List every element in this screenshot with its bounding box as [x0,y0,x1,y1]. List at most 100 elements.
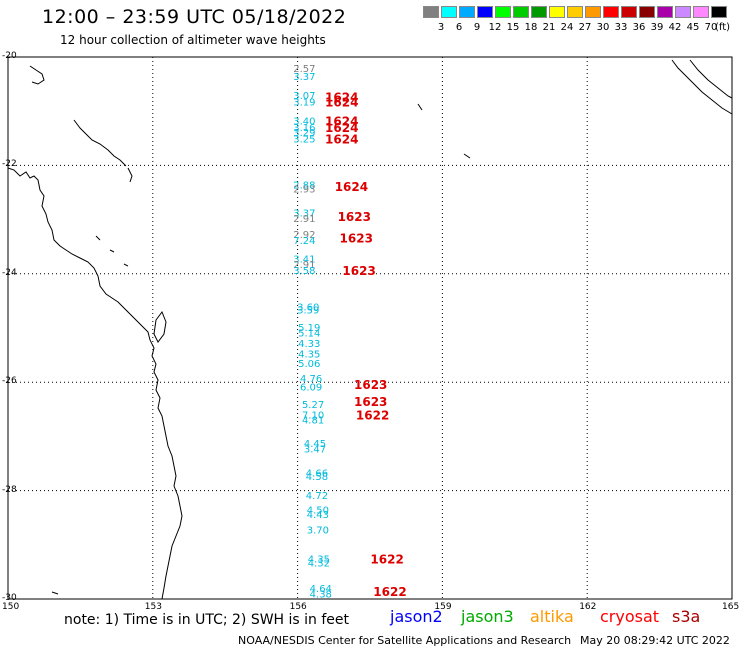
colorbar-label: 70 [704,22,718,33]
wave-height-observation: 4.45 [304,439,326,450]
wave-height-observation: 3.58 [293,266,315,277]
satellite-legend-cryosat: cryosat [600,607,660,626]
wave-height-observation: 4.76 [300,374,322,385]
pass-number-label: 1623 [340,231,373,245]
colorbar-swatch [657,6,673,18]
colorbar-unit: (ft) [715,22,731,33]
colorbar-label: 33 [614,22,628,33]
wave-height-observation: 4.58 [306,472,328,483]
colorbar-label: 42 [668,22,682,33]
reef-fragment-3 [109,249,115,253]
latitude-label: -28 [2,484,17,495]
longitude-label: 162 [579,602,597,612]
colorbar-swatch [549,6,565,18]
satellite-legend-s3a: s3a [672,607,701,626]
latitude-label: -20 [2,51,17,61]
wave-height-observation: 2.92 [293,230,315,241]
pass-number-label: 1623 [342,264,375,278]
cape-coast-fragment [73,119,127,167]
wave-height-observation: 6.09 [300,383,322,394]
wave-height-observation: 5.27 [302,400,324,411]
pass-number-label: 1622 [356,409,389,423]
reef-fragment-4 [123,263,129,267]
colorbar-label: 6 [455,22,463,33]
longitude-label: 165 [722,602,740,612]
wave-height-observation: 3.19 [293,97,315,108]
satellite-legend-jason3: jason3 [461,607,514,626]
wave-height-observation: 4.35 [298,349,320,360]
colorbar-label: 9 [473,22,481,33]
colorbar-swatch [603,6,619,18]
colorbar-swatch [675,6,691,18]
australia-coastline [7,167,183,600]
colorbar-swatch [621,6,637,18]
fraser-island-outline [153,310,167,343]
colorbar-swatch [513,6,529,18]
wave-height-observation: 5.19 [298,323,320,334]
colorbar-label: 24 [560,22,574,33]
wave-height-observation: 2.91 [293,214,315,225]
wave-height-observation: 3.41 [293,255,315,266]
wave-height-observation: 3.60 [297,302,319,313]
wave-height-observation: 4.72 [306,491,328,502]
latitude-label: -24 [2,267,17,278]
new-caledonia-coast-2 [689,59,733,99]
wave-height-observation: 2.57 [293,64,315,75]
map-graticule [8,57,732,599]
satellite-legend-altika: altika [530,607,574,626]
wave-height-observation: 4.66 [306,469,328,480]
wave-height-observation: 4.38 [310,590,332,601]
colorbar-swatch [693,6,709,18]
wave-height-observation: 2.88 [293,180,315,191]
wave-height-observation: 4.32 [308,559,330,570]
footer-note: note: 1) Time is in UTC; 2) SWH is in fe… [64,612,350,628]
colorbar-label: 30 [596,22,610,33]
coastline [7,59,733,600]
whitsunday-coast [29,65,45,85]
colorbar-label: 27 [578,22,592,33]
satellite-legend-jason2: jason2 [390,607,443,626]
colorbar-swatch [495,6,511,18]
wave-height-observation: 3.40 [293,116,315,127]
colorbar-label: 45 [686,22,700,33]
wave-height-observation: 7.24 [293,236,315,247]
colorbar-label: 21 [542,22,556,33]
colorbar-swatch [567,6,583,18]
latitude-label: -22 [2,159,17,170]
colorbar-label: 12 [488,22,502,33]
colorbar-swatch [585,6,601,18]
pass-number-label: 1624 [325,95,358,109]
wave-height-observation: 3.25 [293,134,315,145]
reef-fragment-2 [95,235,101,241]
colorbar-label: 18 [524,22,538,33]
wave-height-observation: 3.16 [293,123,315,134]
wave-height-observation: 3.47 [304,444,326,455]
observation-layer: 2.573.373.073.193.403.163.293.252.882.93… [293,64,332,601]
colorbar-label: 3 [437,22,445,33]
map-subtitle: 12 hour collection of altimeter wave hei… [60,33,326,47]
colorbar-label: 15 [506,22,520,33]
longitude-label: 159 [434,602,452,612]
pass-number-label: 1622 [373,585,406,599]
longitude-label: 156 [289,602,307,612]
wave-height-observation: 4.35 [308,554,330,565]
reef-fragment-6 [463,153,471,159]
colorbar-label: 39 [650,22,664,33]
island-fragment [51,591,59,595]
wave-height-observation: 3.07 [293,91,315,102]
wave-height-observation: 3.37 [293,72,315,83]
pass-number-label: 1624 [335,180,368,194]
new-caledonia-coast [671,59,733,115]
pass-number-label: 1624 [325,121,358,135]
colorbar-swatch [459,6,475,18]
pass-number-label: 1624 [325,114,358,128]
colorbar-swatch [441,6,457,18]
colorbar-swatch [423,6,439,18]
longitude-label: 150 [2,602,20,612]
pass-number-label: 1623 [354,378,387,392]
latitude-label: -26 [2,376,17,387]
pass-number-label: 1624 [325,132,358,146]
wave-height-observation: 3.59 [297,306,319,317]
wave-height-observation: 4.33 [298,339,320,350]
latitude-label: -30 [2,593,17,603]
